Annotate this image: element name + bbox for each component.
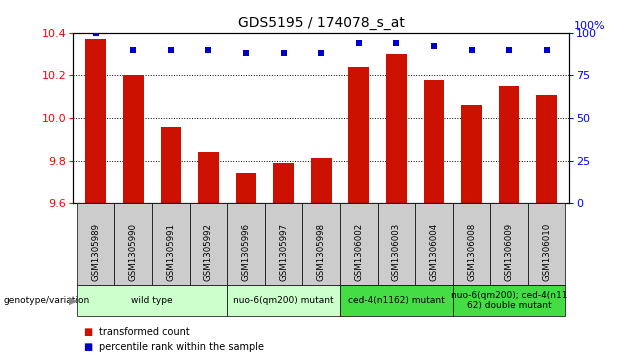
Point: [166, 47, 176, 53]
Bar: [160, 127, 181, 203]
Bar: [123, 76, 144, 203]
Bar: [499, 86, 520, 203]
Point: [204, 47, 214, 53]
Bar: [311, 159, 331, 203]
Bar: [424, 79, 445, 203]
Bar: [85, 39, 106, 203]
Text: nuo-6(qm200) mutant: nuo-6(qm200) mutant: [233, 296, 334, 305]
Text: GSM1306009: GSM1306009: [504, 223, 514, 281]
Text: ■: ■: [83, 342, 92, 352]
Point: [504, 47, 514, 53]
Text: wild type: wild type: [131, 296, 173, 305]
Text: GSM1306008: GSM1306008: [467, 223, 476, 281]
Text: GSM1306010: GSM1306010: [542, 223, 551, 281]
Point: [429, 44, 439, 49]
Point: [466, 47, 476, 53]
Text: GSM1305996: GSM1305996: [242, 223, 251, 281]
Text: nuo-6(qm200); ced-4(n11
62) double mutant: nuo-6(qm200); ced-4(n11 62) double mutan…: [451, 291, 567, 310]
Bar: [198, 152, 219, 203]
Text: GSM1306004: GSM1306004: [429, 223, 438, 281]
Text: GSM1305990: GSM1305990: [128, 223, 138, 281]
Text: ■: ■: [83, 327, 92, 337]
Point: [90, 30, 100, 36]
Text: 100%: 100%: [574, 21, 605, 31]
Text: genotype/variation: genotype/variation: [3, 296, 90, 305]
Point: [128, 47, 139, 53]
Text: ▶: ▶: [69, 295, 77, 305]
Text: GSM1306002: GSM1306002: [354, 223, 363, 281]
Text: GSM1305997: GSM1305997: [279, 223, 288, 281]
Bar: [349, 67, 369, 203]
Text: GSM1305992: GSM1305992: [204, 223, 213, 281]
Text: ced-4(n1162) mutant: ced-4(n1162) mutant: [348, 296, 445, 305]
Point: [316, 50, 326, 56]
Text: transformed count: transformed count: [99, 327, 190, 337]
Text: GSM1305991: GSM1305991: [167, 223, 176, 281]
Bar: [461, 105, 482, 203]
Point: [279, 50, 289, 56]
Point: [241, 50, 251, 56]
Text: GSM1305998: GSM1305998: [317, 223, 326, 281]
Bar: [386, 54, 406, 203]
Text: percentile rank within the sample: percentile rank within the sample: [99, 342, 263, 352]
Point: [391, 40, 401, 46]
Title: GDS5195 / 174078_s_at: GDS5195 / 174078_s_at: [238, 16, 404, 30]
Bar: [236, 174, 256, 203]
Text: GSM1306003: GSM1306003: [392, 223, 401, 281]
Point: [542, 47, 552, 53]
Text: GSM1305989: GSM1305989: [91, 223, 100, 281]
Bar: [273, 163, 294, 203]
Point: [354, 40, 364, 46]
Bar: [536, 94, 557, 203]
